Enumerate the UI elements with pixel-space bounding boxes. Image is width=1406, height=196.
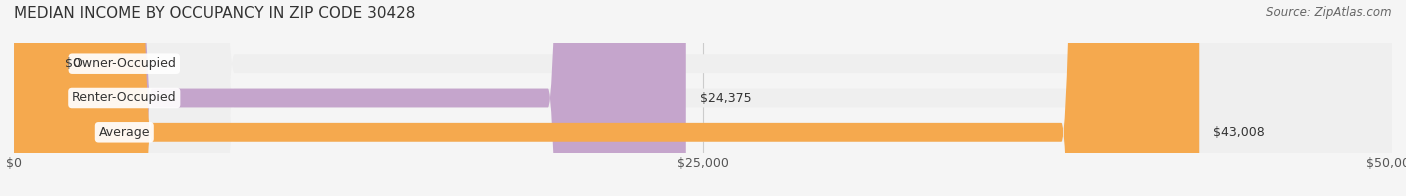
- FancyBboxPatch shape: [14, 0, 1392, 196]
- FancyBboxPatch shape: [14, 0, 1199, 196]
- Text: $43,008: $43,008: [1213, 126, 1265, 139]
- Text: Renter-Occupied: Renter-Occupied: [72, 92, 177, 104]
- Text: $24,375: $24,375: [700, 92, 751, 104]
- Text: Owner-Occupied: Owner-Occupied: [72, 57, 176, 70]
- FancyBboxPatch shape: [14, 0, 686, 196]
- Text: Source: ZipAtlas.com: Source: ZipAtlas.com: [1267, 6, 1392, 19]
- Text: MEDIAN INCOME BY OCCUPANCY IN ZIP CODE 30428: MEDIAN INCOME BY OCCUPANCY IN ZIP CODE 3…: [14, 6, 415, 21]
- Text: $0: $0: [65, 57, 82, 70]
- FancyBboxPatch shape: [14, 0, 1392, 196]
- FancyBboxPatch shape: [14, 0, 1392, 196]
- Text: Average: Average: [98, 126, 150, 139]
